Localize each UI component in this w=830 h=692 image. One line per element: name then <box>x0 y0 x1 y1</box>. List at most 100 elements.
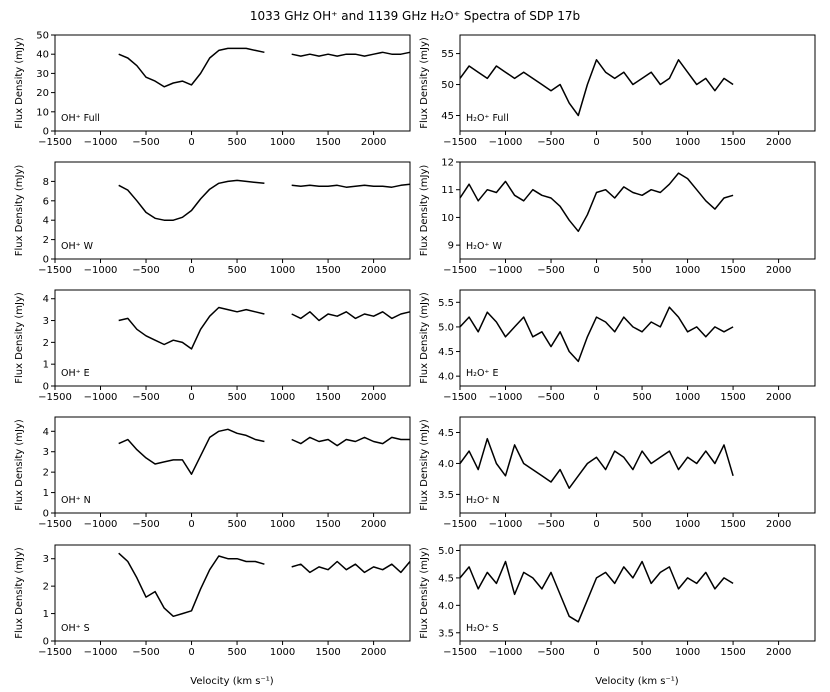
x-tick-label: 1000 <box>270 265 295 276</box>
x-tick-label: 500 <box>228 137 247 148</box>
axes-frame <box>459 289 816 387</box>
y-tick-label: 10 <box>36 107 49 118</box>
y-tick-label: 45 <box>441 111 454 122</box>
axes-frame <box>459 34 816 132</box>
panel-h2oplus-e: −1500 −1000 −500 0 500 1000 1500 2000 4.0 4.5 5.0 5… <box>419 289 816 403</box>
x-tick-label: 1000 <box>270 519 295 530</box>
x-tick-label: 2000 <box>361 137 386 148</box>
x-tick-label: −1000 <box>84 137 118 148</box>
x-tick-label: 1500 <box>720 392 745 403</box>
y-tick-label: 4.5 <box>438 347 454 358</box>
axes-frame <box>54 34 411 132</box>
y-tick-label: 3 <box>43 447 49 458</box>
x-tick-label: 500 <box>633 137 652 148</box>
y-tick-label: 5.5 <box>438 298 454 309</box>
x-axis-label-left: Velocity (km s⁻¹) <box>190 676 274 687</box>
spectrum-line-high <box>291 183 411 188</box>
x-tick-label: 0 <box>593 265 599 276</box>
y-tick-label: 2 <box>43 582 49 593</box>
y-tick-label: 2 <box>43 235 49 246</box>
spectrum-line-high <box>291 436 410 447</box>
x-tick-label: −1500 <box>38 519 72 530</box>
x-tick-label: −500 <box>537 647 564 658</box>
x-tick-label: −1500 <box>443 392 477 403</box>
y-axis-label: Flux Density (mJy) <box>419 37 430 129</box>
x-tick-label: 2000 <box>766 647 791 658</box>
spectrum-line-high <box>291 311 411 322</box>
x-tick-label: −1000 <box>489 265 523 276</box>
spectrum-line-main <box>459 172 734 233</box>
x-tick-label: 0 <box>593 392 599 403</box>
spectrum-line-low <box>118 47 265 88</box>
x-tick-label: −1500 <box>443 265 477 276</box>
y-axis-label: Flux Density (mJy) <box>14 419 25 511</box>
y-tick-label: 4.5 <box>438 573 454 584</box>
figure-title: 1033 GHz OH⁺ and 1139 GHz H₂O⁺ Spectra o… <box>250 9 580 23</box>
x-tick-label: −1000 <box>489 519 523 530</box>
x-tick-label: −1000 <box>84 647 118 658</box>
y-tick-label: 10 <box>441 213 454 224</box>
y-tick-label: 12 <box>441 158 454 169</box>
x-tick-label: −1500 <box>443 519 477 530</box>
x-tick-label: −500 <box>132 519 159 530</box>
y-tick-label: 6 <box>43 196 49 207</box>
panel-annotation: OH⁺ E <box>61 368 90 379</box>
y-tick-label: 3.5 <box>438 628 454 639</box>
spectrum-line-low <box>118 306 265 350</box>
x-tick-label: 1000 <box>675 392 700 403</box>
x-tick-label: 0 <box>593 647 599 658</box>
x-tick-label: −1500 <box>38 137 72 148</box>
y-tick-label: 55 <box>441 49 454 60</box>
y-tick-label: 1 <box>43 488 49 499</box>
y-tick-label: 5.0 <box>438 322 454 333</box>
panel-ohplus-e: −1500 −1000 −500 0 500 1000 1500 2000 0 1 2 3 4 Flux … <box>14 289 411 403</box>
y-tick-label: 2 <box>43 338 49 349</box>
x-tick-label: 2000 <box>766 392 791 403</box>
y-tick-label: 3.5 <box>438 490 454 501</box>
x-tick-label: 500 <box>228 265 247 276</box>
panel-ohplus-w: −1500 −1000 −500 0 500 1000 1500 2000 0 2 4 6 8 Flux … <box>14 161 411 276</box>
x-tick-label: 1500 <box>315 137 340 148</box>
x-tick-label: 1000 <box>270 137 295 148</box>
y-tick-label: 3 <box>43 554 49 565</box>
x-tick-label: 0 <box>593 519 599 530</box>
y-tick-label: 20 <box>36 88 49 99</box>
x-tick-label: 2000 <box>361 519 386 530</box>
x-tick-label: 1000 <box>270 392 295 403</box>
x-tick-label: 2000 <box>361 392 386 403</box>
spectrum-line-main <box>459 306 734 363</box>
x-tick-label: 500 <box>228 647 247 658</box>
x-tick-label: −500 <box>132 137 159 148</box>
x-tick-label: −1500 <box>38 265 72 276</box>
x-tick-label: −500 <box>132 647 159 658</box>
panel-annotation: H₂O⁺ S <box>466 623 499 634</box>
y-tick-label: 0 <box>43 382 49 393</box>
x-tick-label: 1000 <box>270 647 295 658</box>
panel-annotation: H₂O⁺ E <box>466 368 498 379</box>
y-tick-label: 4.0 <box>438 372 454 383</box>
x-tick-label: 2000 <box>766 265 791 276</box>
x-axis-label-right: Velocity (km s⁻¹) <box>595 676 679 687</box>
y-tick-label: 0 <box>43 637 49 648</box>
panel-annotation: OH⁺ S <box>61 623 90 634</box>
y-axis-label: Flux Density (mJy) <box>14 292 25 384</box>
y-tick-label: 3 <box>43 316 49 327</box>
x-tick-label: −500 <box>537 519 564 530</box>
x-tick-label: 0 <box>188 519 194 530</box>
y-axis-label: Flux Density (mJy) <box>419 547 430 639</box>
x-tick-label: −1000 <box>489 137 523 148</box>
panel-annotation: OH⁺ N <box>61 495 91 506</box>
panel-ohplus-n: −1500 −1000 −500 0 500 1000 1500 2000 0 1 2 3 4 Flux … <box>14 416 411 530</box>
y-tick-label: 8 <box>43 177 49 188</box>
y-axis-label: Flux Density (mJy) <box>14 37 25 129</box>
x-tick-label: 1000 <box>675 647 700 658</box>
y-tick-label: 4.5 <box>438 428 454 439</box>
y-tick-label: 0 <box>43 127 49 138</box>
x-tick-label: 500 <box>228 392 247 403</box>
x-tick-label: 1500 <box>315 519 340 530</box>
x-tick-label: 1500 <box>315 647 340 658</box>
x-tick-label: 1000 <box>675 519 700 530</box>
y-tick-label: 40 <box>36 50 49 61</box>
y-tick-label: 11 <box>441 185 454 196</box>
